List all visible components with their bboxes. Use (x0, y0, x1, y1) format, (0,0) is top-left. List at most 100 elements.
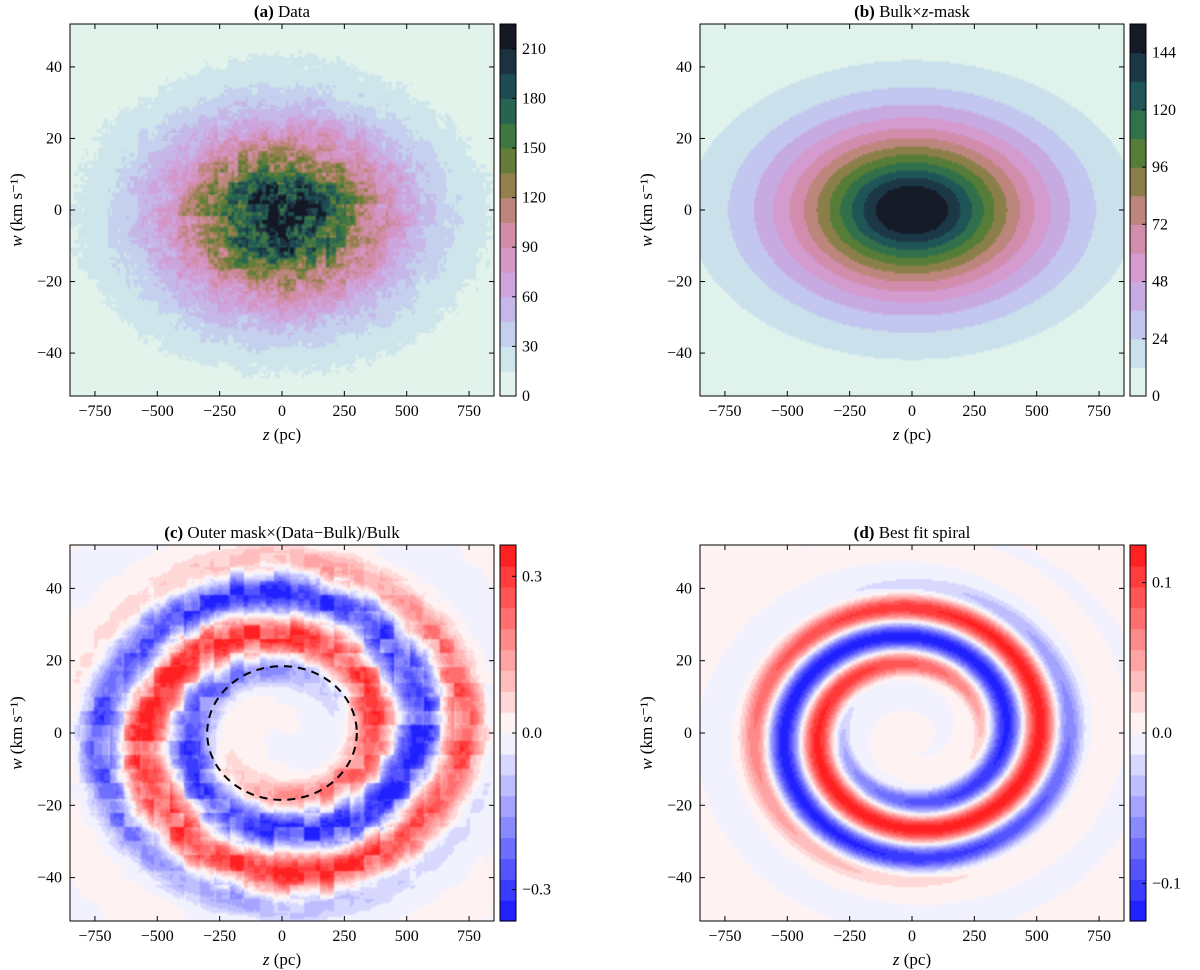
x-tick-label: −250 (203, 928, 236, 945)
colorbar-level (1130, 310, 1146, 340)
colorbar-b: 0 24 48 72 96 120 144 (1129, 23, 1176, 405)
x-axis-label: z (pc) (892, 425, 931, 444)
colorbar-frame (1129, 23, 1147, 397)
colorbar-tick-label: 0 (522, 388, 530, 405)
x-tick-label: 750 (457, 928, 481, 945)
colorbar-level (500, 753, 516, 776)
x-tick-label: 250 (332, 403, 356, 420)
colorbar-tick-label: 90 (522, 239, 538, 256)
colorbar-level (500, 837, 516, 859)
colorbar-level (1130, 338, 1146, 368)
colorbar-level (500, 222, 516, 248)
x-tick-label: 750 (1087, 928, 1111, 945)
x-tick-label: 750 (457, 403, 481, 420)
colorbar-level (1130, 24, 1146, 54)
colorbar-tick-label: 120 (522, 190, 546, 207)
colorbar-level (1130, 649, 1146, 671)
colorbar-level (500, 321, 516, 347)
colorbar-level (1130, 252, 1146, 283)
x-tick-label: −250 (833, 928, 866, 945)
colorbar-frame (499, 23, 517, 397)
colorbar-level (500, 98, 516, 124)
colorbar-level (500, 197, 516, 223)
colorbar-level (1130, 691, 1146, 713)
colorbar-level (500, 712, 516, 734)
colorbar-level (1130, 81, 1146, 111)
colorbar-level (1130, 753, 1146, 776)
x-tick-label: −250 (203, 403, 236, 420)
heatmap-b (700, 24, 1124, 396)
y-axis-label: w (km s⁻¹) (637, 696, 656, 770)
x-tick-label: −500 (141, 928, 174, 945)
y-tick-label: 20 (676, 653, 692, 670)
colorbar-level (1130, 607, 1146, 630)
colorbar-level (1130, 774, 1146, 797)
y-tick-label: 40 (676, 580, 692, 597)
panel-title: (c) Outer mask×(Data−Bulk)/Bulk (164, 523, 400, 542)
colorbar-level (1130, 628, 1146, 651)
colorbar-level (500, 123, 516, 149)
colorbar-tick-label: 144 (1152, 45, 1176, 62)
colorbar-level (1130, 712, 1146, 734)
y-axis-label: w (km s⁻¹) (637, 173, 656, 247)
y-tick-label: 40 (676, 59, 692, 76)
panel-title: (d) Best fit spiral (854, 523, 971, 542)
y-tick-label: −40 (37, 345, 62, 362)
y-tick-label: −40 (667, 870, 692, 887)
y-axis-label: w (km s⁻¹) (7, 696, 26, 770)
colorbar-tick-label: 24 (1152, 331, 1168, 348)
colorbar-d: −0.1 0.0 0.1 (1129, 544, 1181, 922)
x-tick-label: 500 (1025, 928, 1049, 945)
panel-c: −750 −500 −250 0 250 500 750 −40 −20 0 20 40 (c) Out… (7, 523, 551, 969)
x-tick-label: 500 (395, 928, 419, 945)
colorbar-level (500, 858, 516, 880)
y-tick-label: 20 (676, 130, 692, 147)
x-tick-label: 0 (278, 403, 286, 420)
colorbar-tick-label: 96 (1152, 159, 1168, 176)
panel-a: −750 −500 −250 0 250 500 750 −40 −20 0 20 40 (a) Dat… (7, 2, 546, 444)
y-tick-label: 0 (684, 725, 692, 742)
panel-d: −750 −500 −250 0 250 500 750 −40 −20 0 20 40 (d) Bes… (637, 523, 1181, 969)
colorbar-level (500, 24, 516, 50)
colorbar-level (500, 346, 516, 372)
colorbar-level (1130, 837, 1146, 859)
x-tick-label: 0 (908, 403, 916, 420)
colorbar-tick-label: 210 (522, 41, 546, 58)
colorbar-level (500, 272, 516, 298)
inner-mask-ellipse (206, 665, 358, 801)
colorbar-level (500, 586, 516, 609)
x-tick-label: 750 (1087, 403, 1111, 420)
colorbar-level (1130, 565, 1146, 588)
y-tick-label: 20 (46, 130, 62, 147)
x-axis-label: z (pc) (892, 950, 931, 969)
y-tick-label: 20 (46, 653, 62, 670)
colorbar-tick-label: 30 (522, 338, 538, 355)
colorbar-a: 0 30 60 90 120 150 180 210 (499, 23, 546, 405)
colorbar-tick-label: 0 (1152, 388, 1160, 405)
heatmap-a (70, 24, 494, 396)
colorbar-level (1130, 167, 1146, 197)
colorbar-level (500, 900, 516, 922)
y-tick-label: −20 (667, 797, 692, 814)
x-tick-label: 250 (962, 403, 986, 420)
panel-title: (b) Bulk×z-mask (854, 2, 970, 21)
x-tick-label: −500 (141, 403, 174, 420)
colorbar-tick-label: 0.1 (1152, 575, 1172, 592)
colorbar-tick-label: 72 (1152, 216, 1168, 233)
x-axis-label: z (pc) (262, 425, 301, 444)
y-tick-label: −20 (37, 797, 62, 814)
colorbar-tick-label: 48 (1152, 274, 1168, 291)
colorbar-level (500, 371, 516, 397)
colorbar-tick-label: 60 (522, 289, 538, 306)
y-tick-label: 0 (684, 202, 692, 219)
colorbar-level (500, 172, 516, 199)
y-tick-label: 40 (46, 580, 62, 597)
colorbar-level (1130, 224, 1146, 254)
colorbar-tick-label: 120 (1152, 102, 1176, 119)
colorbar-tick-label: 180 (522, 90, 546, 107)
y-tick-label: −20 (667, 274, 692, 291)
colorbar-level (500, 795, 516, 818)
colorbar-level (500, 545, 516, 567)
panel-title: (a) Data (254, 2, 311, 21)
